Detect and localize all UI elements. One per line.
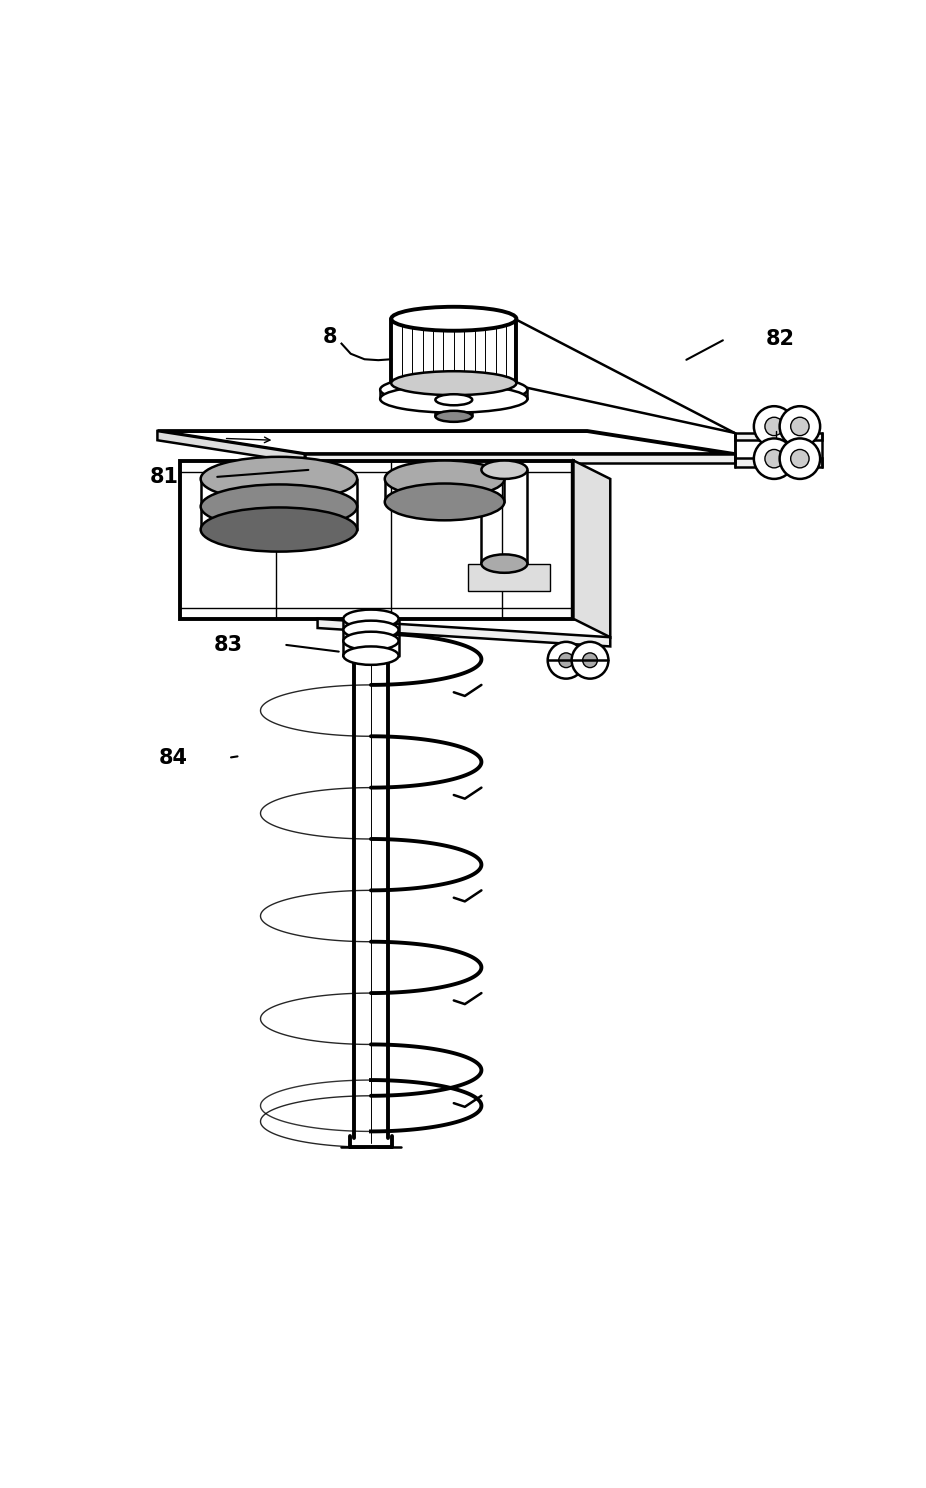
Text: 81: 81 [149,467,179,487]
Ellipse shape [482,460,528,479]
Polygon shape [157,432,734,454]
Ellipse shape [754,439,795,479]
Ellipse shape [344,620,398,638]
Text: 82: 82 [766,329,795,350]
Polygon shape [573,460,610,637]
Ellipse shape [765,417,783,436]
Ellipse shape [780,406,820,446]
Ellipse shape [391,307,517,330]
Ellipse shape [385,484,505,521]
Text: 8: 8 [322,327,337,347]
Ellipse shape [791,417,809,436]
Ellipse shape [381,385,528,412]
Ellipse shape [201,507,357,552]
Ellipse shape [344,646,398,665]
Ellipse shape [765,449,783,467]
Text: 83: 83 [214,634,243,655]
Ellipse shape [582,653,597,668]
Polygon shape [734,433,822,440]
Ellipse shape [201,457,357,501]
Ellipse shape [482,555,528,573]
Polygon shape [468,564,550,591]
Ellipse shape [385,460,505,497]
Ellipse shape [201,485,357,528]
Polygon shape [157,432,305,463]
Ellipse shape [558,653,573,668]
Ellipse shape [435,394,472,405]
Ellipse shape [344,632,398,650]
Ellipse shape [391,371,517,396]
Ellipse shape [571,641,608,679]
Ellipse shape [780,439,820,479]
Polygon shape [305,454,734,463]
Polygon shape [318,619,610,646]
Ellipse shape [344,610,398,628]
Ellipse shape [547,641,584,679]
Ellipse shape [754,406,795,446]
Ellipse shape [381,376,528,403]
Polygon shape [734,458,822,467]
Polygon shape [180,460,573,619]
Text: 84: 84 [158,748,188,768]
Ellipse shape [435,411,472,421]
Ellipse shape [791,449,809,467]
